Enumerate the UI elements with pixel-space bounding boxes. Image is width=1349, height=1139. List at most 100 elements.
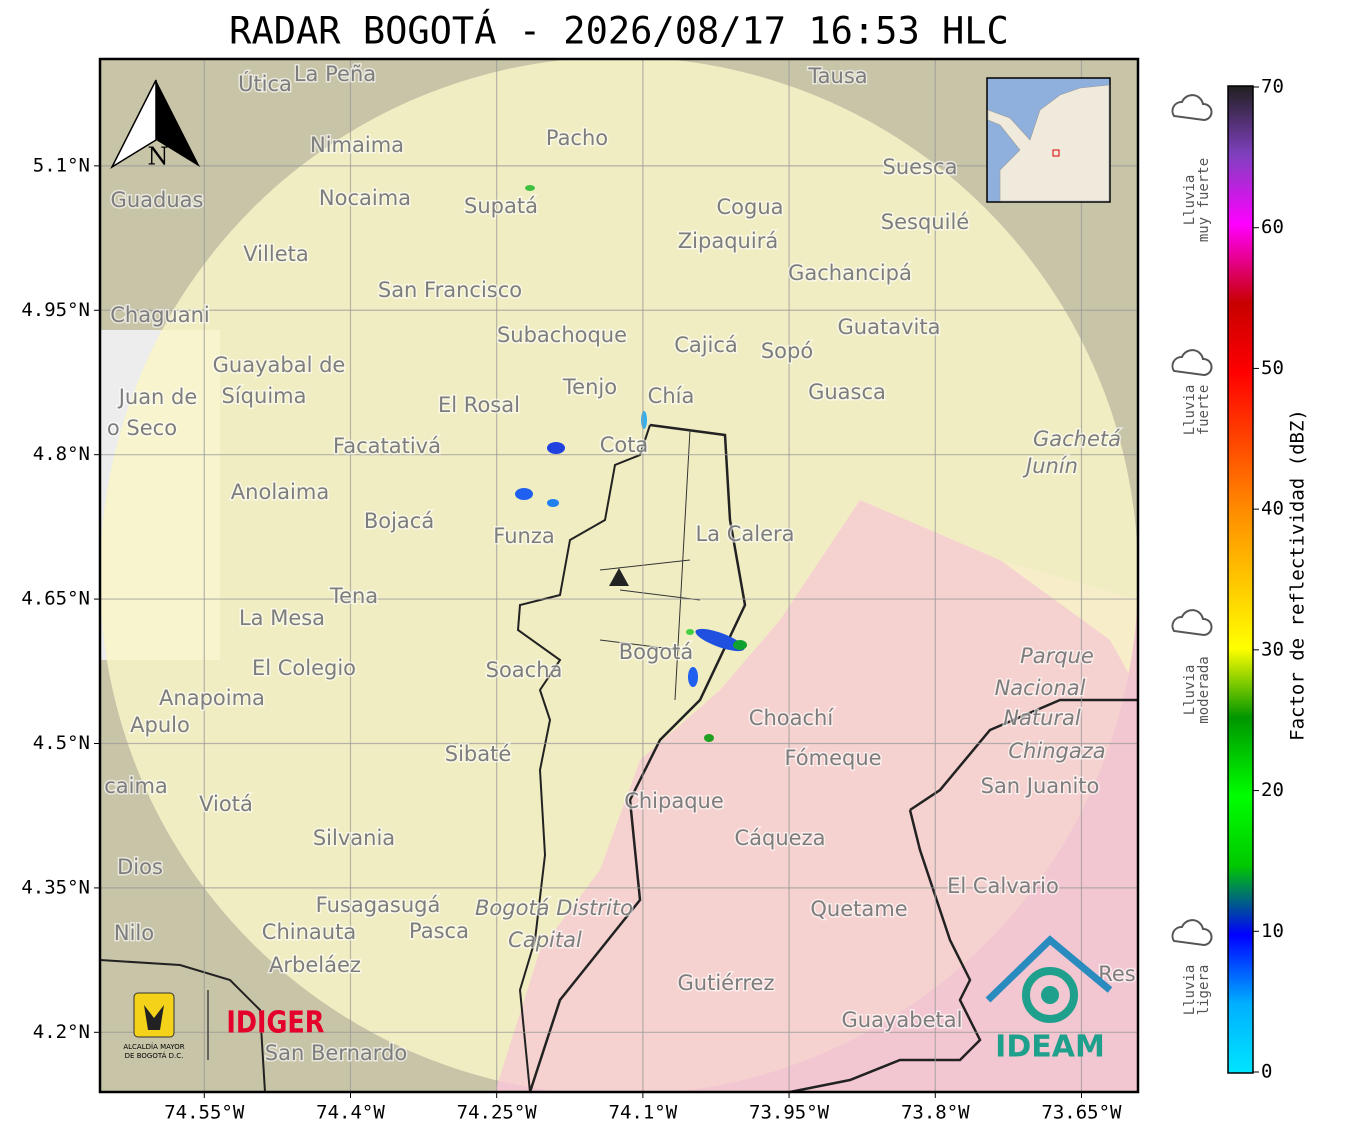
place-label: Capital bbox=[508, 928, 582, 952]
y-tick-label: 4.35°N bbox=[21, 876, 90, 898]
place-label: Apulo bbox=[130, 713, 190, 737]
place-label: Soacha bbox=[486, 658, 563, 682]
place-label: Útica bbox=[238, 71, 292, 96]
y-tick-label: 4.2°N bbox=[33, 1021, 90, 1043]
place-label: Sesquilé bbox=[881, 210, 969, 234]
place-label: Nacional bbox=[995, 676, 1086, 700]
x-tick-label: 74.55°W bbox=[164, 1102, 245, 1124]
place-label: Choachí bbox=[749, 706, 835, 730]
locality-line bbox=[599, 429, 701, 701]
place-label: San Juanito bbox=[981, 774, 1100, 798]
place-label: Chía bbox=[648, 384, 695, 408]
inset-land bbox=[987, 84, 1110, 202]
place-label: Funza bbox=[493, 524, 554, 548]
place-label: Subachoque bbox=[497, 323, 627, 347]
category-label: ligera bbox=[1196, 965, 1212, 1016]
place-label: Cáqueza bbox=[735, 826, 826, 850]
alcaldia-line: ALCALDÍA MAYOR bbox=[123, 1042, 184, 1051]
map-frame bbox=[98, 57, 1140, 1094]
place-label: Quetame bbox=[810, 897, 907, 921]
arrow-right bbox=[156, 80, 200, 167]
place-label: Tenjo bbox=[562, 375, 617, 399]
place-label: La Peña bbox=[294, 62, 376, 86]
category-label: Lluvia bbox=[1182, 175, 1198, 226]
echo bbox=[547, 442, 565, 454]
y-tick-label: 4.65°N bbox=[21, 588, 90, 610]
basemap bbox=[100, 59, 1138, 1092]
place-label: Cajicá bbox=[674, 333, 738, 357]
ideam-logo: IDEAM bbox=[995, 1030, 1105, 1065]
x-tick-label: 74.25°W bbox=[457, 1102, 538, 1124]
category-label: moderada bbox=[1196, 656, 1212, 723]
place-label: Dios bbox=[117, 855, 163, 879]
title: RADAR BOGOTÁ - 2026/08/17 16:53 HLC bbox=[229, 9, 1009, 53]
place-label: Silvania bbox=[313, 826, 395, 850]
place-label: El Calvario bbox=[947, 874, 1059, 898]
place-label: Chipaque bbox=[624, 789, 724, 813]
place-label: Sibaté bbox=[445, 742, 512, 766]
place-label: El Rosal bbox=[438, 393, 520, 417]
weather-icon bbox=[1171, 609, 1213, 637]
colorbar-tick-label: 70 bbox=[1261, 76, 1284, 98]
colorbar-tick-label: 50 bbox=[1261, 357, 1284, 379]
colorbar-label: Factor de reflectividad (dBZ) bbox=[1287, 409, 1309, 741]
colorbar-axis: 0 10 20 30 40 50 60 70 bbox=[1253, 76, 1284, 1083]
inset-map bbox=[986, 77, 1111, 203]
colorbar-tick-label: 60 bbox=[1261, 216, 1284, 238]
echo bbox=[641, 411, 647, 429]
place-label: o Seco bbox=[107, 416, 177, 440]
place-label: Tausa bbox=[807, 64, 867, 88]
echo bbox=[525, 185, 535, 191]
place-label: Junín bbox=[1022, 454, 1078, 478]
place-label: Guayabetal bbox=[842, 1008, 963, 1032]
place-label: Supatá bbox=[464, 194, 538, 218]
echo bbox=[515, 488, 533, 500]
place-label: Pasca bbox=[409, 919, 469, 943]
protected-area-overlay bbox=[495, 500, 1138, 1092]
alcaldia-line: DE BOGOTÁ D.C. bbox=[125, 1051, 184, 1060]
place-label: Guayabal de bbox=[213, 353, 346, 377]
place-label: caima bbox=[104, 774, 168, 798]
place-label: Síquima bbox=[222, 384, 307, 408]
boundary bbox=[528, 423, 747, 1092]
shield bbox=[133, 992, 175, 1038]
place-label: Fusagasugá bbox=[316, 893, 441, 917]
y-tick-label: 4.95°N bbox=[21, 299, 90, 321]
y-tick-label: 4.8°N bbox=[33, 443, 90, 465]
y-tick-label: 4.5°N bbox=[33, 732, 90, 754]
place-label: Villeta bbox=[243, 242, 308, 266]
place-label: Cogua bbox=[716, 195, 783, 219]
boundary bbox=[516, 424, 651, 1092]
category-label: fuerte bbox=[1196, 385, 1212, 436]
colorbar bbox=[1227, 85, 1254, 1074]
place-label: Gachancipá bbox=[788, 261, 912, 285]
place-label: Suesca bbox=[883, 155, 958, 179]
category-label: Lluvia bbox=[1182, 385, 1198, 436]
weather-icon bbox=[1171, 349, 1213, 377]
place-label: Guasca bbox=[808, 380, 886, 404]
idiger-logo: IDIGER bbox=[226, 1005, 324, 1041]
category-label: Lluvia bbox=[1182, 665, 1198, 716]
place-label: Bojacá bbox=[364, 509, 434, 533]
category-label: muy fuerte bbox=[1196, 158, 1212, 242]
radar-site bbox=[609, 568, 629, 586]
colorbar-tick-label: 40 bbox=[1261, 498, 1284, 520]
x-tick-label: 73.8°W bbox=[901, 1102, 970, 1124]
graticule: 74.55°W 74.4°W 74.25°W 74.1°W 73.95°W 73.8°W 7… bbox=[21, 59, 1138, 1124]
echo bbox=[733, 640, 747, 650]
place-label: Bogotá bbox=[619, 640, 694, 664]
colorbar-tick-label: 0 bbox=[1261, 1061, 1272, 1083]
north-arrow: N bbox=[110, 79, 200, 171]
x-tick-label: 73.65°W bbox=[1041, 1102, 1122, 1124]
place-label: Zipaquirá bbox=[678, 229, 778, 253]
boundary bbox=[100, 959, 266, 1092]
place-label: Bogotá Distrito bbox=[475, 896, 633, 920]
weather-icon bbox=[1171, 919, 1213, 947]
place-label: Guaduas bbox=[111, 188, 204, 212]
place-label: San Francisco bbox=[378, 278, 522, 302]
echo bbox=[686, 629, 694, 635]
ideam-eye bbox=[1041, 986, 1059, 1004]
place-labels: Útica La Peña Tausa Pacho Nimaima Guaduas Noca… bbox=[103, 61, 1138, 1067]
